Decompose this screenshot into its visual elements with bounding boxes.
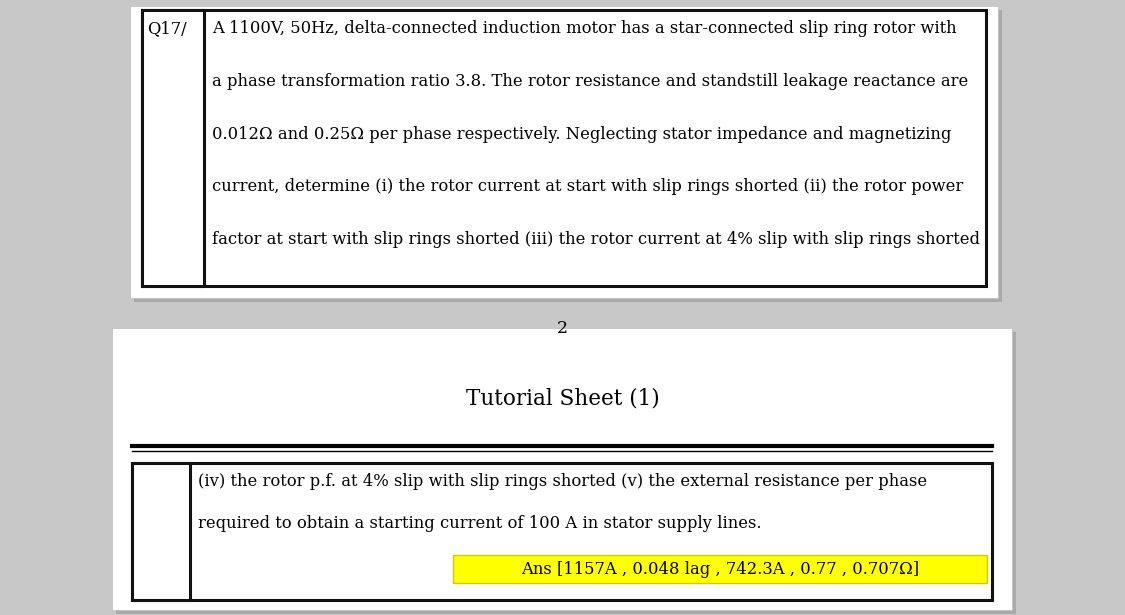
Text: Ans [1157A , 0.048 lag , 742.3A , 0.77 , 0.707Ω]: Ans [1157A , 0.048 lag , 742.3A , 0.77 ,… bbox=[521, 560, 919, 577]
Text: Q17/: Q17/ bbox=[147, 20, 187, 37]
Text: required to obtain a starting current of 100 A in stator supply lines.: required to obtain a starting current of… bbox=[198, 515, 762, 532]
Text: Tutorial Sheet (1): Tutorial Sheet (1) bbox=[466, 388, 659, 410]
Bar bbox=[116, 332, 1016, 614]
Text: 0.012Ω and 0.25Ω per phase respectively. Neglecting stator impedance and magneti: 0.012Ω and 0.25Ω per phase respectively.… bbox=[212, 125, 952, 143]
Bar bbox=[142, 10, 986, 286]
Text: A 1100V, 50Hz, delta-connected induction motor has a star-connected slip ring ro: A 1100V, 50Hz, delta-connected induction… bbox=[212, 20, 956, 37]
Text: factor at start with slip rings shorted (iii) the rotor current at 4% slip with : factor at start with slip rings shorted … bbox=[212, 231, 980, 248]
Text: (iv) the rotor p.f. at 4% slip with slip rings shorted (v) the external resistan: (iv) the rotor p.f. at 4% slip with slip… bbox=[198, 473, 927, 490]
Text: 2: 2 bbox=[557, 320, 568, 337]
Bar bbox=[142, 10, 204, 286]
Bar bbox=[130, 6, 998, 298]
Bar bbox=[112, 328, 1012, 610]
Bar bbox=[134, 10, 1002, 302]
Text: a phase transformation ratio 3.8. The rotor resistance and standstill leakage re: a phase transformation ratio 3.8. The ro… bbox=[212, 73, 969, 90]
Bar bbox=[132, 463, 190, 600]
Bar bbox=[453, 555, 987, 583]
Bar bbox=[132, 463, 992, 600]
Text: current, determine (i) the rotor current at start with slip rings shorted (ii) t: current, determine (i) the rotor current… bbox=[212, 178, 963, 196]
